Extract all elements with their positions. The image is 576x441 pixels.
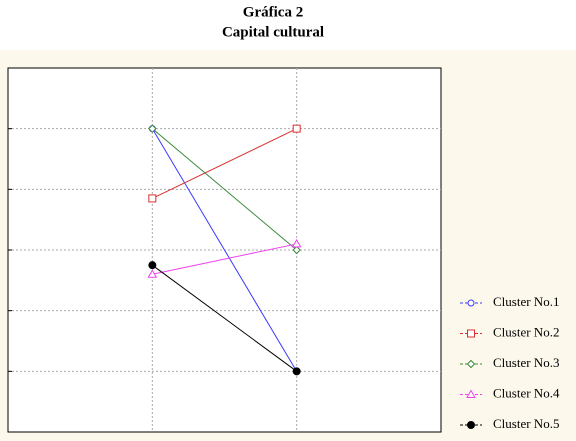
point (148, 124, 157, 133)
series-line (152, 243, 297, 275)
series-line (152, 264, 297, 372)
point (292, 367, 301, 376)
legend-label: Cluster No.2 (493, 324, 559, 339)
point (467, 299, 475, 307)
point (466, 389, 476, 398)
point (148, 194, 157, 203)
point (147, 269, 158, 278)
point (467, 329, 475, 338)
chart-subtitle: Capital cultural (222, 24, 324, 40)
series-line (152, 128, 297, 251)
legend-label: Cluster No.3 (493, 355, 559, 370)
series-line (151, 128, 298, 372)
point (292, 245, 301, 255)
legend-label: Cluster No.5 (493, 416, 559, 431)
point (291, 238, 302, 248)
legend-label: Cluster No.4 (493, 385, 560, 400)
point (148, 261, 157, 270)
point (467, 421, 475, 429)
chart-title: Gráfica 2 (243, 4, 303, 20)
series-line (152, 128, 297, 199)
legend-label: Cluster No.1 (493, 294, 559, 309)
point (466, 359, 476, 369)
point (292, 124, 301, 133)
